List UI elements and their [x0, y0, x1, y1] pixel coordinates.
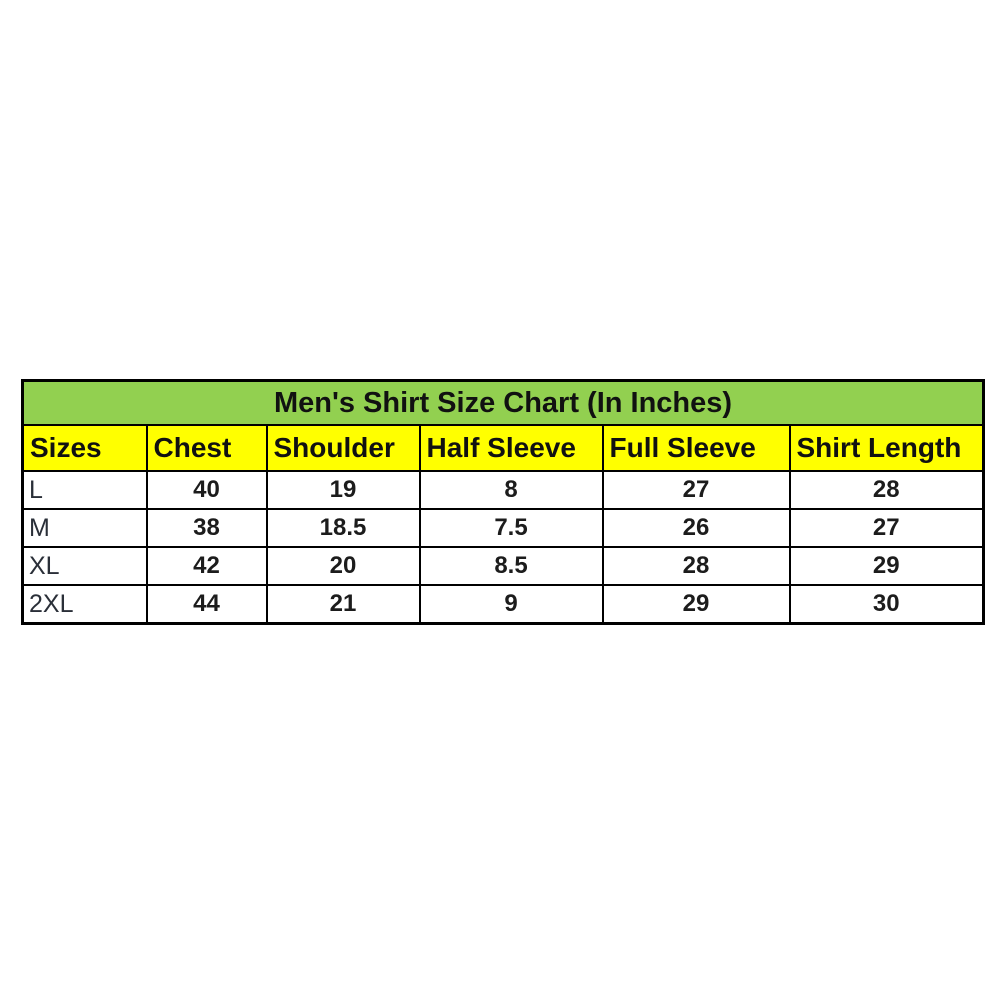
value-cell: 38: [145, 508, 268, 548]
value-cell: 27: [601, 470, 791, 510]
value-cell: 26: [601, 508, 791, 548]
column-header-full-sleeve: Full Sleeve: [601, 424, 791, 472]
column-header-shirt-length: Shirt Length: [788, 424, 985, 472]
table-header-row: Sizes Chest Shoulder Half Sleeve Full Sl…: [21, 424, 985, 472]
value-cell: 20: [265, 546, 421, 586]
size-cell: L: [21, 470, 148, 510]
value-cell: 28: [788, 470, 985, 510]
table-title: Men's Shirt Size Chart (In Inches): [21, 379, 985, 426]
column-header-shoulder: Shoulder: [265, 424, 421, 472]
value-cell: 40: [145, 470, 268, 510]
size-chart-table: Men's Shirt Size Chart (In Inches) Sizes…: [21, 379, 986, 625]
value-cell: 42: [145, 546, 268, 586]
size-chart: Men's Shirt Size Chart (In Inches) Sizes…: [21, 379, 986, 625]
value-cell: 7.5: [418, 508, 604, 548]
column-header-half-sleeve: Half Sleeve: [418, 424, 604, 472]
value-cell: 30: [788, 584, 985, 625]
value-cell: 29: [601, 584, 791, 625]
value-cell: 8: [418, 470, 604, 510]
table-row-xl: XL 42 20 8.5 28 29: [21, 546, 985, 586]
size-cell: M: [21, 508, 148, 548]
value-cell: 18.5: [265, 508, 421, 548]
value-cell: 44: [145, 584, 268, 625]
value-cell: 9: [418, 584, 604, 625]
table-title-row: Men's Shirt Size Chart (In Inches): [21, 379, 985, 426]
size-cell: 2XL: [21, 584, 148, 625]
value-cell: 19: [265, 470, 421, 510]
size-cell: XL: [21, 546, 148, 586]
value-cell: 8.5: [418, 546, 604, 586]
table-row-2xl: 2XL 44 21 9 29 30: [21, 584, 985, 625]
value-cell: 27: [788, 508, 985, 548]
value-cell: 21: [265, 584, 421, 625]
column-header-sizes: Sizes: [21, 424, 148, 472]
table-row-l: L 40 19 8 27 28: [21, 470, 985, 510]
value-cell: 29: [788, 546, 985, 586]
value-cell: 28: [601, 546, 791, 586]
table-row-m: M 38 18.5 7.5 26 27: [21, 508, 985, 548]
column-header-chest: Chest: [145, 424, 268, 472]
